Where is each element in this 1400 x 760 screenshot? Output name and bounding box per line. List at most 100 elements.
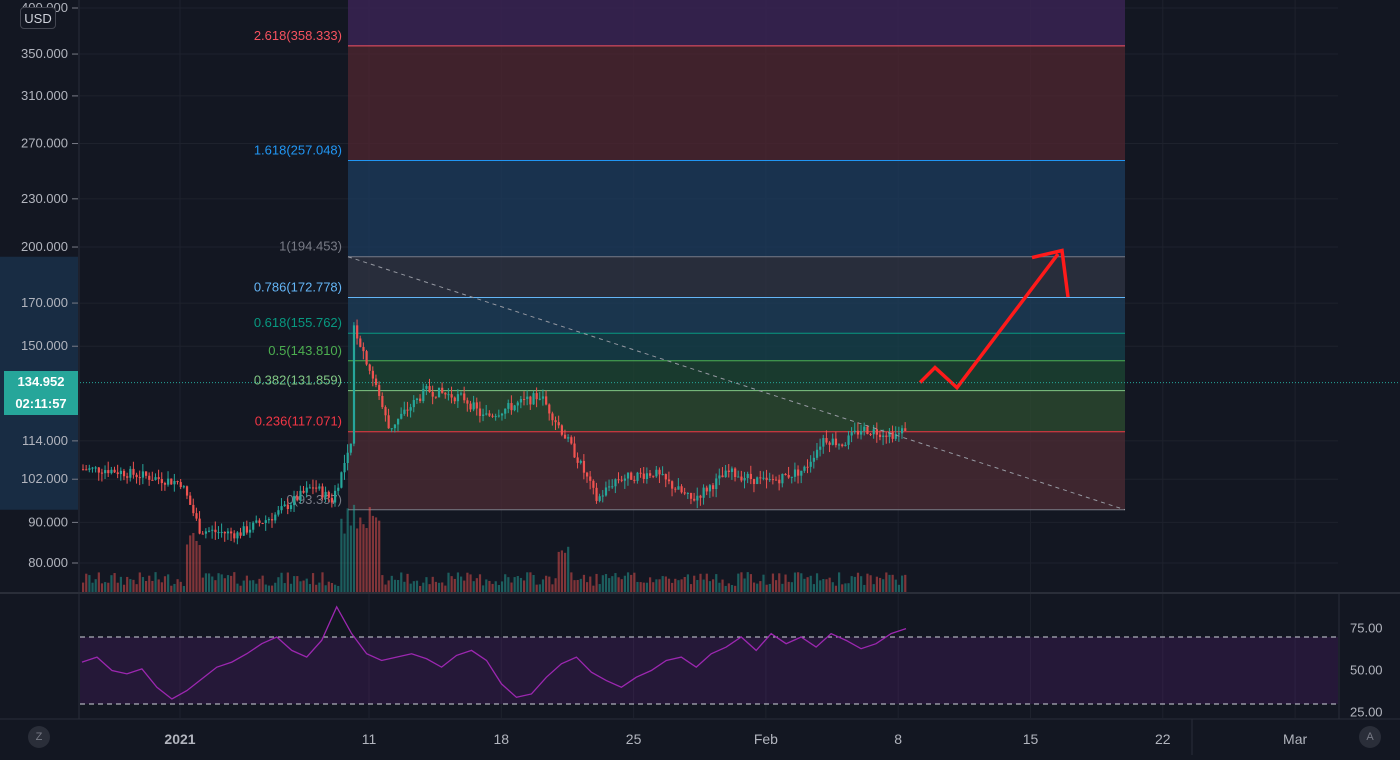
candle-body bbox=[189, 495, 192, 505]
volume-bar bbox=[387, 580, 390, 592]
volume-bar bbox=[378, 520, 381, 592]
price-axis[interactable]: 400.000350.000310.000270.000230.000200.0… bbox=[21, 0, 78, 570]
currency-button[interactable]: USD bbox=[20, 7, 56, 29]
fib-zone-top bbox=[348, 0, 1125, 46]
volume-bar bbox=[214, 580, 217, 592]
candle-body bbox=[812, 457, 815, 462]
candle-body bbox=[195, 513, 198, 519]
candle-body bbox=[444, 392, 447, 395]
candle-body bbox=[346, 452, 349, 463]
candle-body bbox=[809, 461, 812, 467]
candle-body bbox=[570, 437, 573, 444]
time-tick-label: Feb bbox=[754, 731, 778, 747]
volume-bar bbox=[680, 579, 683, 592]
volume-bar bbox=[453, 578, 456, 592]
volume-bar bbox=[154, 572, 157, 592]
candle-body bbox=[611, 486, 614, 488]
volume-bar bbox=[693, 575, 696, 592]
candle-body bbox=[664, 474, 667, 480]
volume-bar bbox=[425, 577, 428, 592]
rsi-tick-label: 75.00 bbox=[1350, 621, 1383, 636]
candle-body bbox=[453, 397, 456, 402]
candle-body bbox=[526, 396, 529, 400]
volume-bar bbox=[579, 578, 582, 592]
volume-bar bbox=[529, 572, 532, 592]
fib-zone bbox=[348, 160, 1125, 257]
volume-bar bbox=[576, 579, 579, 592]
volume-bar bbox=[570, 572, 573, 592]
volume-bar bbox=[803, 578, 806, 592]
time-axis[interactable]: 2021 11 18 25 Feb 8 15 22 Mar bbox=[164, 731, 1307, 747]
candle-body bbox=[151, 479, 154, 481]
bar-countdown-badge: 02:11:57 bbox=[4, 393, 78, 415]
candle-body bbox=[705, 487, 708, 492]
volume-bar bbox=[604, 574, 608, 592]
candle-body bbox=[208, 530, 211, 532]
candle-body bbox=[318, 486, 321, 489]
candle-body bbox=[472, 402, 475, 410]
candle-body bbox=[523, 399, 526, 401]
volume-bar bbox=[504, 574, 507, 592]
candle-body bbox=[655, 469, 658, 477]
candle-body bbox=[875, 429, 878, 435]
candle-body bbox=[614, 479, 617, 487]
volume-bar bbox=[145, 580, 148, 592]
candle-body bbox=[828, 442, 831, 445]
volume-bar bbox=[346, 508, 349, 592]
volume-bar bbox=[217, 573, 220, 592]
trend-line bbox=[347, 256, 1126, 511]
volume-bar bbox=[513, 577, 516, 592]
volume-bar bbox=[352, 504, 356, 592]
volume-bar bbox=[198, 545, 201, 592]
volume-bar bbox=[608, 578, 611, 592]
candle-body bbox=[803, 466, 806, 471]
volume-bar bbox=[173, 583, 176, 592]
volume-bar bbox=[107, 582, 110, 592]
volume-bar bbox=[340, 518, 343, 592]
volume-bar bbox=[523, 580, 526, 592]
candle-body bbox=[390, 428, 393, 430]
candle-body bbox=[693, 498, 696, 501]
candle-body bbox=[460, 393, 463, 395]
candle-body bbox=[167, 478, 170, 485]
volume-bar bbox=[617, 577, 620, 592]
volume-bar bbox=[371, 515, 374, 592]
volume-bar bbox=[721, 579, 724, 592]
rsi-axis[interactable]: 75.00 50.00 25.00 bbox=[1350, 621, 1383, 720]
volume-bar bbox=[759, 581, 762, 592]
zoom-reset-button[interactable]: Z bbox=[28, 726, 50, 748]
volume-bar bbox=[901, 575, 904, 592]
volume-bar bbox=[176, 579, 179, 592]
fib-zone bbox=[348, 390, 1125, 432]
candle-body bbox=[94, 467, 97, 469]
candle-body bbox=[226, 531, 230, 534]
volume-bar bbox=[267, 585, 271, 592]
candle-body bbox=[308, 487, 311, 489]
price-tick-label: 80.000 bbox=[28, 555, 68, 570]
candle-body bbox=[409, 407, 412, 411]
candle-body bbox=[721, 475, 724, 478]
volume-bar bbox=[456, 572, 460, 592]
candle-body bbox=[699, 495, 702, 498]
auto-scale-button[interactable]: A bbox=[1359, 726, 1381, 748]
candle-body bbox=[255, 520, 258, 523]
candle-body bbox=[847, 435, 850, 445]
price-tick-label: 350.000 bbox=[21, 46, 68, 61]
candle-body bbox=[129, 468, 132, 478]
candle-body bbox=[387, 415, 390, 429]
fib-trend-line bbox=[347, 256, 1126, 511]
candle-body bbox=[148, 475, 151, 480]
fib-zone bbox=[348, 333, 1125, 361]
volume-bar bbox=[793, 572, 797, 592]
fib-zone bbox=[348, 45, 1125, 161]
candle-body bbox=[321, 486, 324, 498]
candle-body bbox=[510, 403, 513, 411]
candle-body bbox=[592, 480, 595, 488]
price-tick-label: 310.000 bbox=[21, 88, 68, 103]
volume-bar bbox=[850, 576, 853, 592]
candle-body bbox=[674, 488, 677, 490]
fib-label: 0.618(155.762) bbox=[254, 315, 342, 330]
volume-bar bbox=[431, 576, 434, 592]
